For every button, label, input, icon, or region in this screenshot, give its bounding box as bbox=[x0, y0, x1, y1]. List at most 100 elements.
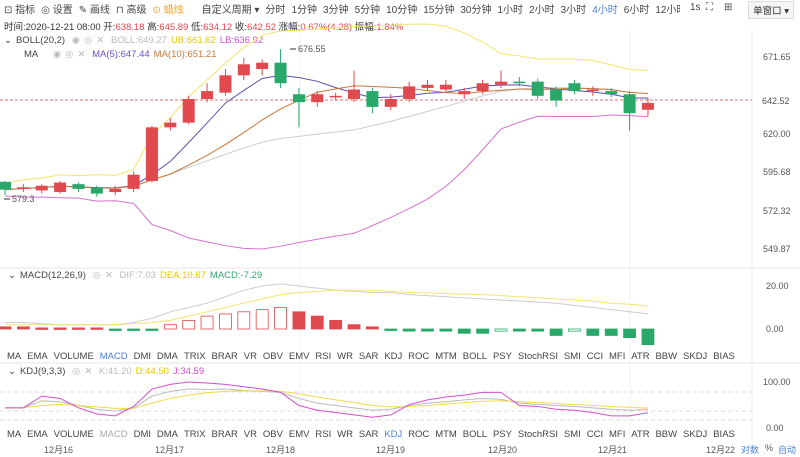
indicator-tab-emv[interactable]: EMV bbox=[288, 429, 310, 440]
indicator-tab-psy[interactable]: PSY bbox=[492, 351, 512, 362]
period-12[interactable]: 12小时 bbox=[655, 4, 680, 16]
open-value: 638.18 bbox=[115, 22, 145, 33]
close-icon[interactable]: ✕ bbox=[96, 35, 105, 46]
indicator-tab-ema[interactable]: EMA bbox=[27, 351, 48, 362]
indicator-tab-wr[interactable]: WR bbox=[337, 351, 353, 362]
collapse-icon[interactable]: ⌄ bbox=[8, 270, 16, 281]
indicator-tab-psy[interactable]: PSY bbox=[492, 429, 512, 440]
gear-icon[interactable]: ◎ bbox=[72, 366, 81, 377]
candle-up bbox=[476, 83, 489, 92]
gear-icon[interactable]: ◎ bbox=[84, 35, 93, 46]
gear-icon[interactable]: ◎ bbox=[92, 270, 101, 281]
period-4[interactable]: 10分钟 bbox=[386, 4, 418, 16]
indicator-tab-dma[interactable]: DMA bbox=[156, 351, 179, 362]
indicator-tab-volume[interactable]: VOLUME bbox=[53, 429, 94, 440]
indicator-tab-brar[interactable]: BRAR bbox=[211, 351, 238, 362]
indicator-tab-mtm[interactable]: MTM bbox=[435, 429, 457, 440]
indicators-label: 指标 bbox=[15, 4, 36, 16]
close-icon[interactable]: ✕ bbox=[104, 270, 113, 281]
period-1[interactable]: 1分钟 bbox=[291, 4, 317, 16]
indicator-tab-roc[interactable]: ROC bbox=[408, 429, 430, 440]
indicator-tab-bbw[interactable]: BBW bbox=[655, 429, 678, 440]
indicator-tab-mfi[interactable]: MFI bbox=[609, 429, 626, 440]
indicator-tab-brar[interactable]: BRAR bbox=[211, 429, 238, 440]
indicator-tab-smi[interactable]: SMI bbox=[563, 429, 581, 440]
add-window-icon[interactable]: ⊞ bbox=[724, 2, 733, 13]
indicator-tab-atr[interactable]: ATR bbox=[631, 351, 650, 362]
period-6[interactable]: 30分钟 bbox=[460, 4, 492, 16]
period-2[interactable]: 3分钟 bbox=[323, 4, 349, 16]
indicator-tab-ma[interactable]: MA bbox=[7, 351, 22, 362]
indicator-tab-boll[interactable]: BOLL bbox=[462, 429, 488, 440]
candle-up bbox=[403, 86, 416, 99]
custom-period-dropdown[interactable]: 自定义周期 ▾ bbox=[201, 4, 260, 16]
one-second-button[interactable]: 1s bbox=[690, 2, 701, 13]
indicator-tab-boll[interactable]: BOLL bbox=[462, 351, 488, 362]
indicator-tab-sar[interactable]: SAR bbox=[358, 351, 379, 362]
advanced-button[interactable]: ⊓ 高级 bbox=[115, 4, 147, 16]
indicator-tab-ema[interactable]: EMA bbox=[27, 429, 48, 440]
percent-toggle[interactable]: % bbox=[765, 443, 774, 453]
log-scale-toggle[interactable]: 对数 bbox=[741, 445, 760, 455]
indicator-tab-mtm[interactable]: MTM bbox=[435, 351, 457, 362]
indicator-tab-stochrsi[interactable]: StochRSI bbox=[517, 351, 559, 362]
indicator-tab-kdj[interactable]: KDJ bbox=[384, 429, 403, 440]
indicator-tab-stochrsi[interactable]: StochRSI bbox=[517, 429, 559, 440]
indicator-tab-vr[interactable]: VR bbox=[243, 351, 257, 362]
indicator-tab-macd[interactable]: MACD bbox=[99, 429, 128, 440]
indicator-tab-dma[interactable]: DMA bbox=[156, 429, 179, 440]
indicator-tab-trix[interactable]: TRIX bbox=[183, 351, 206, 362]
fullscreen-icon[interactable]: ⛶ bbox=[706, 2, 713, 13]
macd-dif-line bbox=[5, 283, 649, 326]
indicator-tab-skdj[interactable]: SKDJ bbox=[683, 429, 708, 440]
indicator-tab-volume[interactable]: VOLUME bbox=[53, 351, 94, 362]
indicator-tab-ma[interactable]: MA bbox=[7, 429, 22, 440]
indicator-tab-atr[interactable]: ATR bbox=[631, 429, 650, 440]
indicator-tab-bbw[interactable]: BBW bbox=[655, 351, 678, 362]
auto-scale-toggle[interactable]: 自动 bbox=[778, 445, 797, 455]
period-11[interactable]: 6小时 bbox=[623, 4, 650, 16]
collapse-icon[interactable]: ⌄ bbox=[8, 366, 16, 377]
indicator-tab-emv[interactable]: EMV bbox=[288, 351, 310, 362]
period-7[interactable]: 1小时 bbox=[497, 4, 524, 16]
ma-name: MA bbox=[24, 49, 39, 60]
collapse-icon[interactable]: ⌄ bbox=[4, 35, 12, 46]
indicator-tab-smi[interactable]: SMI bbox=[563, 351, 581, 362]
indicator-tab-dmi[interactable]: DMI bbox=[133, 429, 151, 440]
period-8[interactable]: 2小时 bbox=[529, 4, 555, 16]
period-0[interactable]: 分时 bbox=[265, 4, 286, 16]
period-5[interactable]: 15分钟 bbox=[423, 4, 455, 16]
indicator-tab-kdj[interactable]: KDJ bbox=[384, 351, 403, 362]
indicators-button[interactable]: ⊡ 指标 bbox=[4, 4, 36, 16]
gear-icon[interactable]: ◎ bbox=[65, 49, 74, 60]
indicator-tab-cci[interactable]: CCI bbox=[586, 429, 604, 440]
indicator-tab-vr[interactable]: VR bbox=[243, 429, 257, 440]
indicator-tab-bias[interactable]: BIAS bbox=[713, 351, 735, 362]
indicator-tab-trix[interactable]: TRIX bbox=[183, 429, 206, 440]
eye-icon[interactable]: ◉ bbox=[52, 49, 62, 60]
candle-button[interactable]: ⊙ 蜡烛 bbox=[152, 4, 184, 16]
indicator-tab-wr[interactable]: WR bbox=[337, 429, 353, 440]
draw-button[interactable]: ✎ 画线 bbox=[78, 4, 110, 16]
indicator-tab-macd[interactable]: MACD bbox=[99, 351, 128, 362]
period-3[interactable]: 5分钟 bbox=[354, 4, 381, 16]
indicator-tab-roc[interactable]: ROC bbox=[408, 351, 430, 362]
eye-icon[interactable]: ◉ bbox=[71, 35, 81, 46]
indicator-tab-dmi[interactable]: DMI bbox=[133, 351, 151, 362]
indicator-tab-rsi[interactable]: RSI bbox=[315, 351, 332, 362]
close-icon[interactable]: ✕ bbox=[77, 49, 86, 60]
indicator-tab-cci[interactable]: CCI bbox=[586, 351, 604, 362]
period-10[interactable]: 4小时 bbox=[592, 4, 618, 16]
indicator-tab-obv[interactable]: OBV bbox=[262, 351, 283, 362]
indicator-tab-mfi[interactable]: MFI bbox=[609, 351, 626, 362]
indicator-tab-rsi[interactable]: RSI bbox=[315, 429, 332, 440]
settings-button[interactable]: ◎ 设置 bbox=[41, 4, 73, 16]
close-icon[interactable]: ✕ bbox=[84, 366, 93, 377]
indicator-tab-obv[interactable]: OBV bbox=[262, 429, 283, 440]
period-9[interactable]: 3小时 bbox=[560, 4, 587, 16]
window-mode-dropdown[interactable]: 单窗口 ▾ bbox=[748, 1, 794, 19]
indicator-tab-skdj[interactable]: SKDJ bbox=[683, 351, 708, 362]
indicator-tab-bias[interactable]: BIAS bbox=[713, 429, 735, 440]
indicator-tab-sar[interactable]: SAR bbox=[358, 429, 379, 440]
